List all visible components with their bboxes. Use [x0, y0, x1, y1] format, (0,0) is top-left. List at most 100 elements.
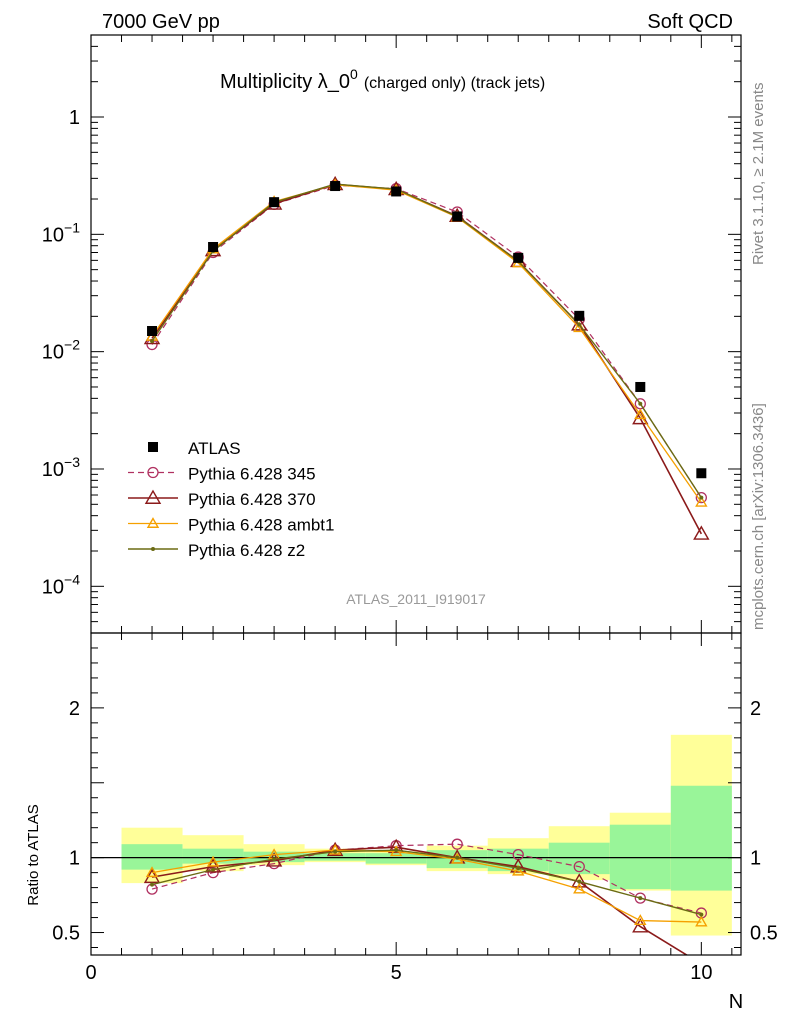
legend-marker-atlas: [148, 442, 158, 452]
point-p345: [695, 491, 707, 504]
legend-label-ambt1: Pythia 6.428 ambt1: [188, 516, 334, 535]
y-tick-label: 1: [69, 107, 80, 129]
y-axis-main: 10−4 10−3 10−2 10−1 1: [42, 34, 741, 634]
data-point-atlas: [452, 211, 463, 222]
data-point-atlas: [513, 252, 524, 263]
point-z2: [150, 882, 155, 887]
plot-title-main: Multiplicity λ_0: [220, 71, 350, 93]
series-line-ambt1: [151, 849, 702, 923]
rivet-version-label: Rivet 3.1.10, ≥ 2.1M events: [750, 83, 767, 266]
series-p370: [143, 175, 710, 540]
x-axis: 0 5 10: [85, 35, 733, 984]
series-z2: [150, 848, 704, 917]
ratio-y-tick-label-left: 0.5: [52, 923, 80, 945]
point-ambt1: [634, 914, 647, 926]
y-tick-label: 10−2: [42, 337, 80, 364]
data-point-atlas: [635, 381, 646, 392]
data-point-atlas: [269, 197, 280, 208]
series-ambt1: [145, 843, 708, 927]
data-point-atlas: [391, 186, 402, 197]
y-tick-label: 10−4: [42, 571, 80, 598]
y-axis-ratio: 0.5 0.5 1 1 2 2: [52, 647, 778, 949]
point-ambt1: [573, 882, 586, 894]
plot-title-sup: 0: [350, 66, 358, 82]
data-point-atlas: [574, 310, 585, 321]
series-line-z2: [151, 849, 702, 916]
ratio-y-tick-label-left: 1: [69, 848, 80, 870]
legend-label-z2: Pythia 6.428 z2: [188, 541, 305, 560]
point-ambt1: [512, 864, 525, 876]
point-p370: [632, 918, 649, 933]
main-panel: 10−4 10−3 10−2 10−1 1: [42, 34, 742, 634]
point-z2: [455, 855, 460, 860]
point-z2: [577, 879, 582, 884]
point-ambt1: [328, 843, 342, 855]
legend: ATLAS Pythia 6.428 345 Pythia 6.428 370 Pyt…: [128, 439, 334, 560]
point-ambt1: [634, 408, 647, 420]
point-z2: [577, 322, 582, 327]
point-ambt1: [206, 855, 220, 867]
point-p370: [510, 858, 527, 873]
point-p345: [634, 892, 646, 904]
data-point-atlas: [147, 325, 158, 336]
series-line-p370: [151, 846, 689, 955]
point-z2: [638, 896, 643, 901]
point-p345: [573, 860, 585, 873]
legend-marker-p345: [147, 466, 159, 479]
x-axis-label: N: [729, 991, 743, 1013]
point-ambt1: [695, 915, 708, 927]
band-inner-bin: [304, 853, 366, 861]
x-tick-label: 0: [85, 962, 96, 984]
ratio-y-tick-label-right: 1: [750, 848, 761, 870]
analysis-watermark: ATLAS_2011_I919017: [346, 591, 486, 607]
point-z2: [333, 849, 338, 854]
point-p370: [693, 525, 710, 540]
point-p370: [632, 409, 649, 425]
category-label: Soft QCD: [647, 11, 733, 33]
data-point-atlas: [330, 181, 341, 192]
data-point-atlas: [208, 241, 219, 252]
data-point-atlas: [696, 468, 707, 479]
ratio-axis-label: Ratio to ATLAS: [25, 804, 42, 905]
collision-label: 7000 GeV pp: [102, 11, 220, 33]
y-tick-label: 10−1: [42, 219, 80, 246]
point-z2: [394, 848, 399, 853]
band-inner-bin: [548, 842, 610, 875]
point-p345: [207, 866, 219, 879]
band-inner-bin: [365, 853, 427, 864]
point-ambt1: [145, 866, 159, 878]
point-z2: [699, 912, 704, 917]
plot-title-sub: (charged only) (track jets): [364, 75, 545, 92]
plot-title: Multiplicity λ_00 (charged only) (track j…: [220, 66, 545, 93]
point-z2: [516, 866, 521, 871]
point-z2: [150, 339, 155, 344]
legend-marker-z2: [151, 547, 155, 551]
y-tick-label: 10−3: [42, 454, 80, 481]
point-p345: [451, 838, 463, 850]
band-inner-bin: [670, 785, 732, 891]
legend-marker-p370: [144, 489, 162, 504]
series-atlas-data: [147, 181, 707, 479]
ratio-y-tick-label-right: 2: [750, 698, 761, 720]
legend-label-p345: Pythia 6.428 345: [188, 465, 316, 484]
point-ambt1: [695, 495, 708, 507]
uncertainty-bands: [121, 734, 732, 936]
series-line-p345: [151, 184, 702, 498]
x-tick-label: 10: [690, 962, 712, 984]
series-line-z2: [151, 183, 702, 499]
legend-label-atlas: ATLAS: [188, 439, 241, 458]
band-inner-bin: [609, 824, 671, 890]
ratio-frame: [90, 632, 742, 956]
point-z2: [638, 401, 643, 406]
point-p370: [326, 841, 344, 857]
band-inner-bin: [243, 851, 305, 863]
mcplots-label: mcplots.cern.ch [arXiv:1306.3436]: [750, 403, 767, 630]
legend-marker-ambt1: [146, 517, 160, 528]
ratio-panel: 0 5 100.5 0.51 12 2: [52, 35, 778, 984]
point-z2: [272, 857, 277, 862]
legend-label-p370: Pythia 6.428 370: [188, 490, 316, 509]
point-p370: [387, 838, 405, 854]
point-z2: [211, 867, 216, 872]
point-z2: [699, 495, 704, 500]
